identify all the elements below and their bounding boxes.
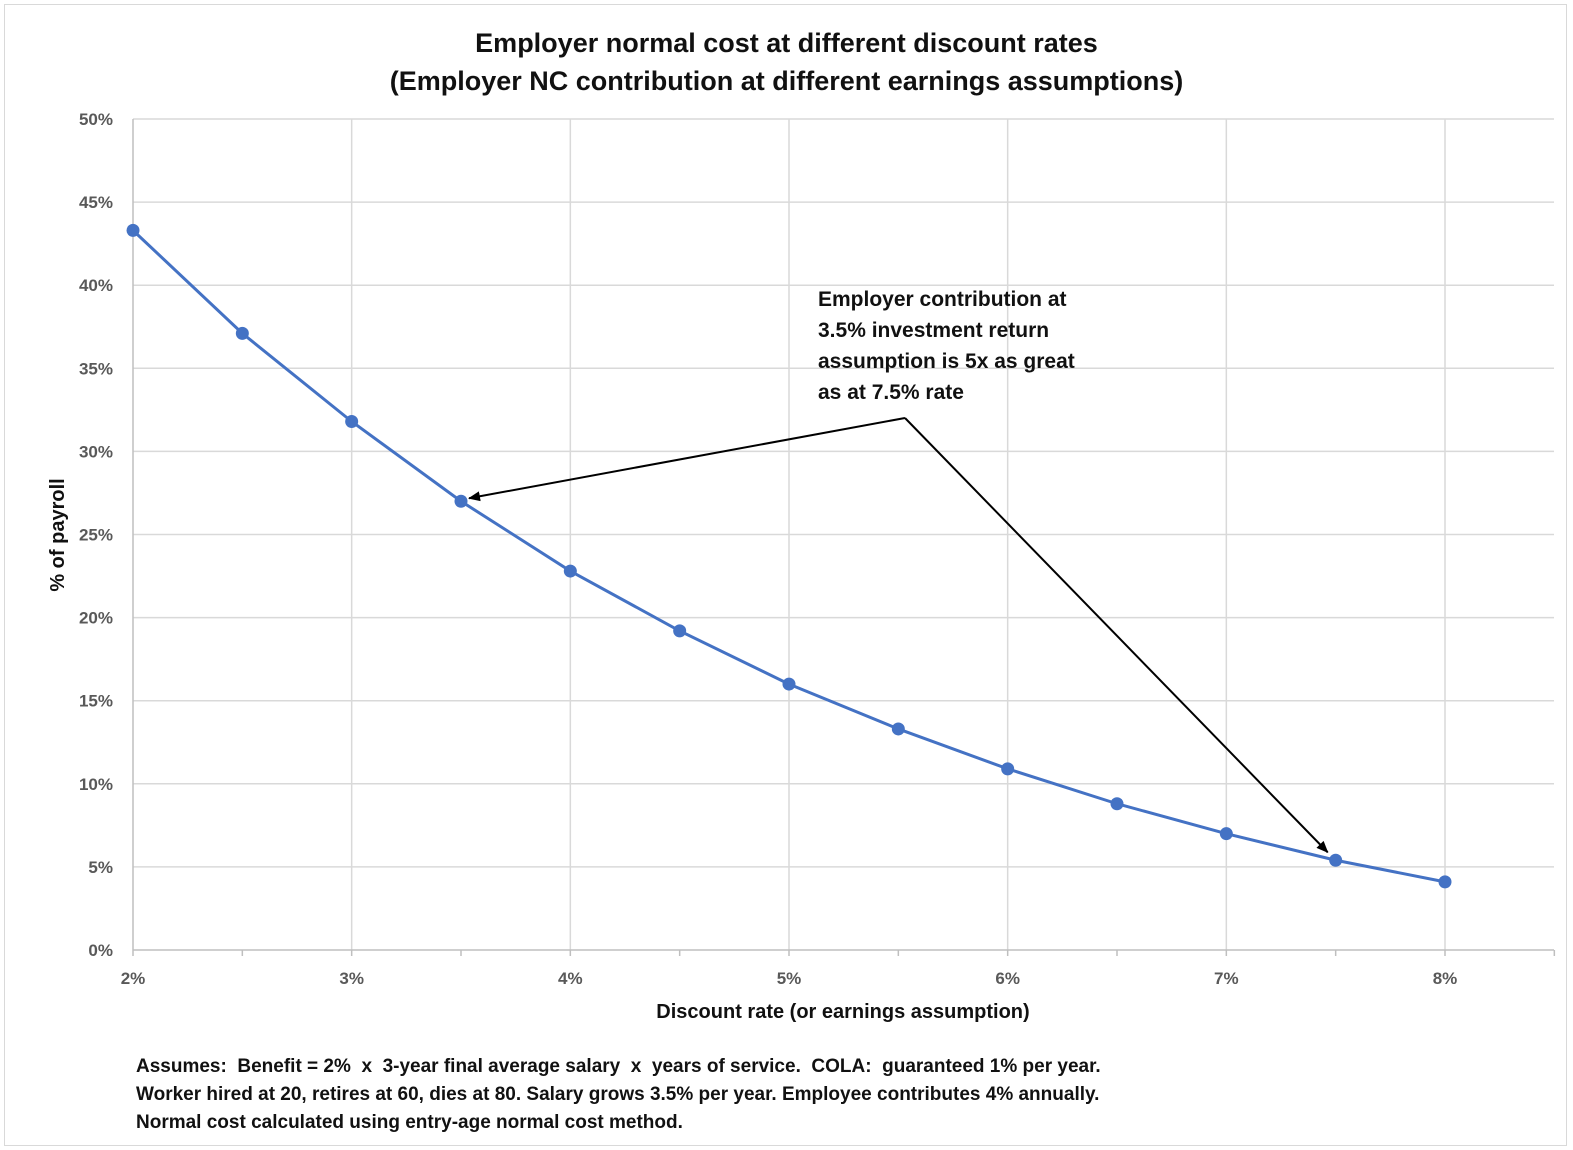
x-tick-label: 4% xyxy=(558,969,583,988)
y-tick-label: 35% xyxy=(79,359,113,378)
x-tick-label: 6% xyxy=(995,969,1020,988)
y-tick-labels: 0% 5% 10% 15% 20% 25% 30% 35% 40% 45% 50% xyxy=(79,110,113,960)
y-tick-label: 25% xyxy=(79,526,113,545)
data-point xyxy=(673,624,687,638)
data-point xyxy=(235,326,249,340)
data-point xyxy=(782,677,796,691)
y-tick-label: 30% xyxy=(79,442,113,461)
data-point xyxy=(1001,762,1015,776)
data-point xyxy=(1329,853,1343,867)
x-tick-label: 7% xyxy=(1214,969,1239,988)
y-tick-label: 20% xyxy=(79,609,113,628)
y-tick-label: 0% xyxy=(88,941,113,960)
y-tick-label: 45% xyxy=(79,193,113,212)
annotation-text-line: 3.5% investment return xyxy=(818,319,1049,342)
data-point xyxy=(454,494,468,508)
note-line-2: Worker hired at 20, retires at 60, dies … xyxy=(136,1084,1100,1105)
grid xyxy=(133,118,1554,950)
x-tick-label: 3% xyxy=(339,969,364,988)
data-points xyxy=(126,223,1452,889)
x-tick-label: 5% xyxy=(777,969,802,988)
annotation-text-line: assumption is 5x as great xyxy=(818,350,1075,373)
y-tick-label: 5% xyxy=(88,858,113,877)
note-line-3: Normal cost calculated using entry-age n… xyxy=(136,1112,683,1133)
axes xyxy=(132,119,1556,956)
annotation-arrow xyxy=(468,417,906,502)
chart-title: Employer normal cost at different discou… xyxy=(475,28,1098,58)
annotation-text-line: Employer contribution at xyxy=(818,288,1067,311)
assumption-notes: Assumes: Benefit = 2% x 3-year final ave… xyxy=(136,1053,1101,1137)
chart-frame xyxy=(4,4,1567,1146)
data-point xyxy=(1438,875,1452,889)
y-tick-label: 40% xyxy=(79,276,113,295)
data-point xyxy=(563,564,577,578)
y-tick-label: 50% xyxy=(79,110,113,129)
data-point xyxy=(891,722,905,736)
chart-subtitle: (Employer NC contribution at different e… xyxy=(389,66,1184,96)
annotation-arrow xyxy=(904,417,1329,853)
annotation-text-line: as at 7.5% rate xyxy=(818,381,964,404)
x-axis-label: Discount rate (or earnings assumption) xyxy=(656,1001,1029,1023)
x-tick-label: 2% xyxy=(121,969,146,988)
data-point xyxy=(345,414,359,428)
data-point xyxy=(126,223,140,237)
y-tick-label: 10% xyxy=(79,775,113,794)
x-tick-labels: 2% 3% 4% 5% 6% 7% 8% xyxy=(121,969,1458,988)
x-tick-label: 8% xyxy=(1433,969,1458,988)
data-point xyxy=(1110,797,1124,811)
annotation: Employer contribution at 3.5% investment … xyxy=(468,288,1329,853)
note-line-1: Assumes: Benefit = 2% x 3-year final ave… xyxy=(136,1056,1101,1077)
y-axis-label: % of payroll xyxy=(47,478,69,591)
data-point xyxy=(1219,827,1233,841)
y-tick-label: 15% xyxy=(79,692,113,711)
